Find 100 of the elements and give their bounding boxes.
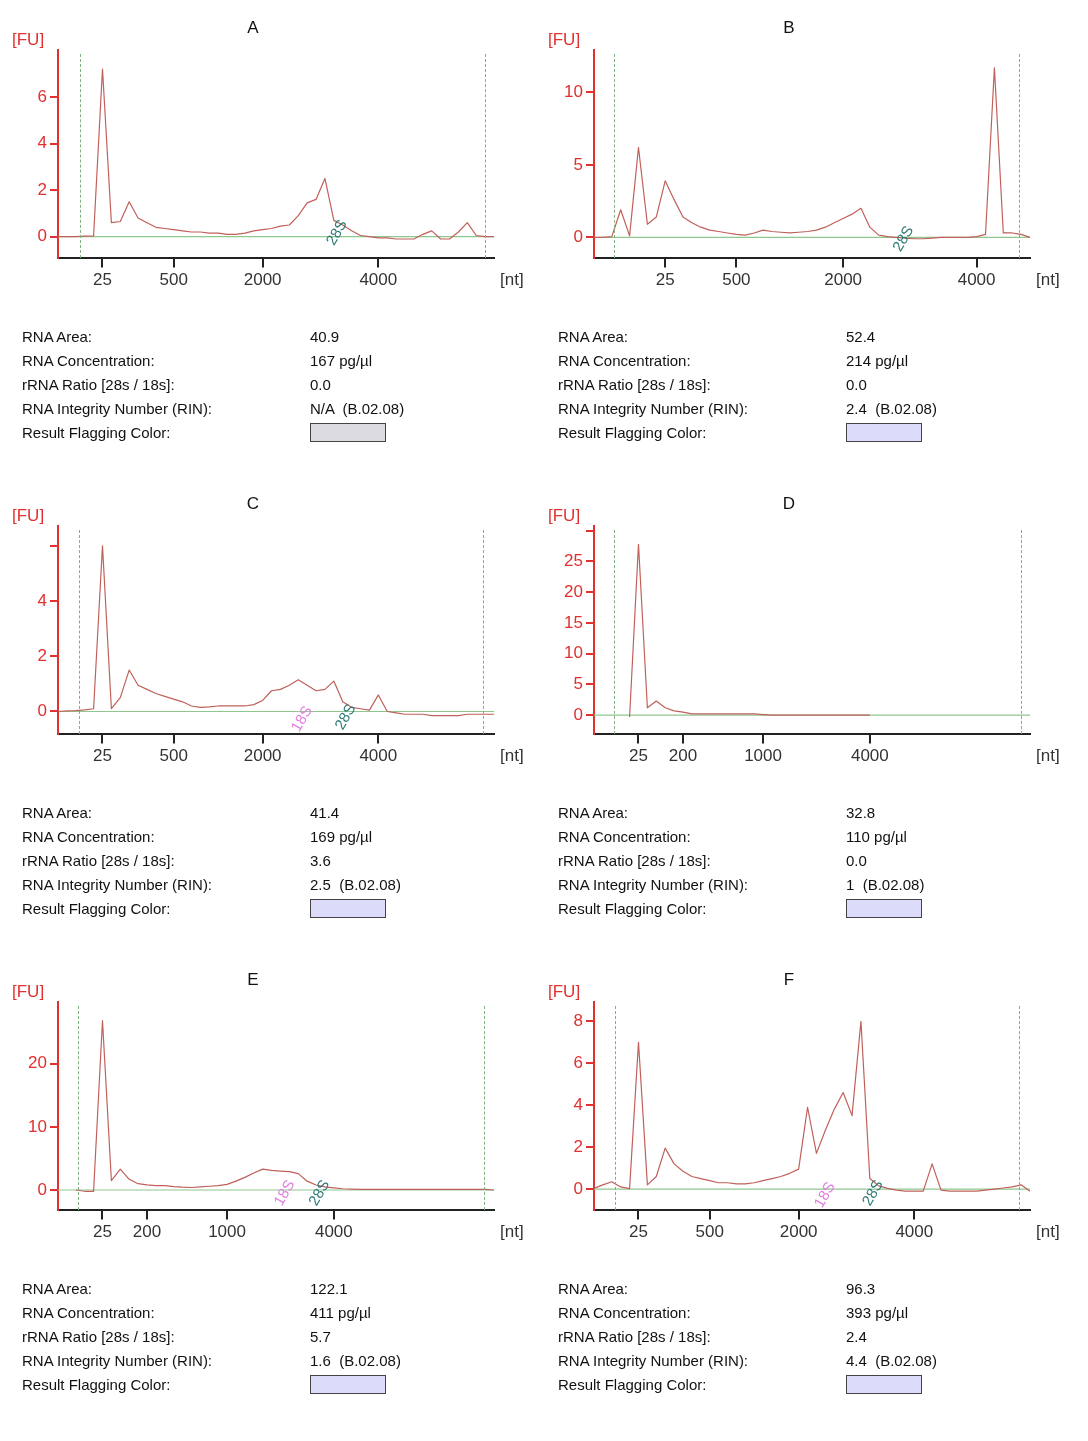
chart-title: C [246, 493, 260, 513]
y-axis-title: [FU] [548, 981, 581, 1001]
text: rRNA Ratio [28s / 18s]: [22, 1327, 176, 1345]
x-axis-title: [nt] [1036, 269, 1060, 289]
x-tick-label: 4000 [359, 270, 398, 290]
text: RNA Concentration: [558, 351, 692, 369]
x-tick-label: 25 [93, 1222, 112, 1242]
text: RNA Integrity Number (RIN): [22, 1351, 214, 1369]
y-axis-title: [FU] [548, 505, 581, 525]
x-tick-label: 4000 [850, 746, 889, 766]
text: RNA Concentration: [22, 1303, 156, 1321]
text: Result Flagging Color: [22, 1375, 172, 1393]
x-tick-label: 2000 [243, 270, 282, 290]
y-tick-label: 8 [573, 1010, 583, 1030]
x-tick-label: 500 [695, 1222, 724, 1242]
text: 40.9 [310, 327, 340, 345]
text: Result Flagging Color: [22, 899, 172, 917]
chart-title: E [247, 969, 259, 989]
chart-title: D [782, 493, 796, 513]
x-tick-label: 25 [93, 270, 112, 290]
text: RNA Integrity Number (RIN): [22, 399, 214, 417]
y-axis-title: [FU] [12, 505, 45, 525]
y-tick-label: 10 [564, 82, 583, 102]
text: 96.3 [846, 1279, 876, 1297]
x-axis-title: [nt] [500, 745, 524, 765]
y-tick-label: 4 [37, 590, 47, 610]
y-tick-label: 4 [37, 133, 47, 153]
text: Result Flagging Color: [558, 899, 708, 917]
x-axis-title: [nt] [1036, 1221, 1060, 1241]
text: 1 (B.02.08) [846, 875, 925, 893]
text: 2.4 (B.02.08) [846, 399, 937, 417]
text: 52.4 [846, 327, 876, 345]
text: 0.0 [310, 375, 331, 393]
x-tick-label: 25 [655, 270, 675, 290]
text: 110 pg/µl [846, 827, 907, 845]
text: RNA Integrity Number (RIN): [22, 875, 214, 893]
x-tick-label: 4000 [957, 270, 996, 290]
y-tick-label: 20 [564, 581, 583, 601]
text: 1.6 (B.02.08) [310, 1351, 401, 1369]
y-tick-label: 20 [28, 1053, 47, 1073]
text: Result Flagging Color: [558, 423, 708, 441]
y-axis-title: [FU] [12, 981, 45, 1001]
x-axis-title: [nt] [500, 1221, 524, 1241]
text: RNA Area: [558, 803, 630, 821]
x-tick-label: 25 [93, 746, 112, 766]
y-tick-label: 0 [573, 227, 583, 246]
x-tick-label: 4000 [895, 1222, 934, 1242]
x-tick-label: 200 [132, 1222, 162, 1242]
text: rRNA Ratio [28s / 18s]: [558, 375, 712, 393]
y-tick-label: 0 [37, 1179, 47, 1199]
x-tick-label: 200 [668, 746, 698, 766]
text: 2.5 (B.02.08) [310, 875, 401, 893]
x-tick-label: 2000 [243, 746, 282, 766]
y-tick-label: 4 [573, 1094, 583, 1114]
text: 122.1 [310, 1279, 348, 1297]
y-tick-label: 2 [37, 645, 47, 665]
text: 0.0 [846, 375, 867, 393]
y-tick-label: 10 [564, 643, 583, 663]
text: RNA Area: [558, 327, 630, 345]
x-tick-label: 500 [159, 270, 188, 290]
x-axis-title: [nt] [1036, 745, 1060, 765]
y-tick-label: 0 [573, 704, 583, 724]
text: 411 pg/µl [310, 1303, 371, 1321]
text: Result Flagging Color: [22, 423, 172, 441]
text: RNA Concentration: [22, 351, 156, 369]
text: 3.6 [310, 851, 331, 869]
text: RNA Integrity Number (RIN): [558, 875, 750, 893]
x-tick-label: 2000 [824, 270, 863, 290]
text: rRNA Ratio [28s / 18s]: [558, 851, 712, 869]
text: 41.4 [310, 803, 340, 821]
text: 214 pg/µl [846, 351, 909, 369]
x-tick-label: 1000 [208, 1222, 246, 1242]
chart-title: A [247, 17, 260, 37]
text: 4.4 (B.02.08) [846, 1351, 937, 1369]
text: RNA Integrity Number (RIN): [558, 399, 750, 417]
x-axis-title: [nt] [500, 269, 524, 289]
text: N/A (B.02.08) [310, 399, 405, 417]
text: RNA Concentration: [558, 827, 692, 845]
chart-title: B [783, 17, 795, 37]
y-tick-label: 0 [37, 226, 47, 246]
text: RNA Area: [558, 1279, 630, 1297]
text: RNA Area: [22, 803, 94, 821]
text: RNA Area: [22, 1279, 94, 1297]
y-tick-label: 10 [28, 1116, 47, 1136]
text: RNA Area: [22, 327, 94, 345]
x-tick-label: 1000 [744, 746, 782, 766]
x-tick-label: 25 [629, 1222, 648, 1242]
text: rRNA Ratio [28s / 18s]: [22, 375, 176, 393]
x-tick-label: 4000 [314, 1222, 353, 1242]
y-axis-title: [FU] [12, 29, 45, 49]
y-axis-title: [FU] [548, 29, 581, 49]
text: 2.4 [846, 1327, 867, 1345]
y-tick-label: 5 [573, 154, 583, 174]
y-tick-label: 2 [573, 1136, 583, 1156]
x-tick-label: 500 [159, 746, 188, 766]
y-tick-label: 0 [573, 1178, 583, 1198]
x-tick-label: 25 [629, 746, 648, 766]
text: 169 pg/µl [310, 827, 373, 845]
chart-title: F [783, 969, 795, 989]
text: 5.7 [310, 1327, 331, 1345]
